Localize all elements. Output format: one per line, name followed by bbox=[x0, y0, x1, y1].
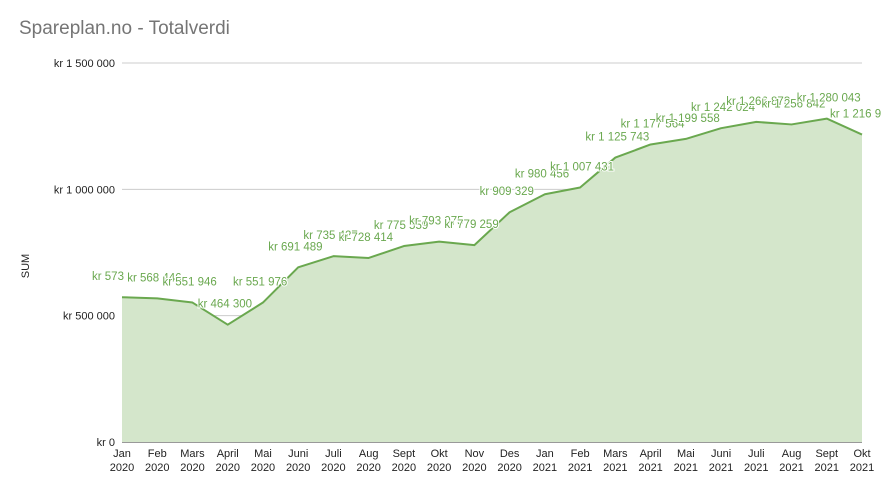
data-label: kr 464 300 bbox=[198, 299, 252, 311]
x-tick-label: 2020 bbox=[497, 462, 521, 474]
x-tick-label: 2021 bbox=[568, 462, 592, 474]
x-tick-label: 2020 bbox=[321, 462, 345, 474]
x-tick-label: Juli bbox=[748, 448, 765, 460]
x-tick-label: 2020 bbox=[215, 462, 239, 474]
y-tick-label: kr 500 000 bbox=[63, 311, 115, 323]
data-label: kr 775 559 bbox=[374, 220, 428, 232]
data-label: kr 1 216 9 bbox=[830, 109, 881, 121]
x-tick-label: Jan bbox=[113, 448, 131, 460]
x-tick-label: Juli bbox=[325, 448, 342, 460]
data-label: kr 909 329 bbox=[480, 186, 534, 198]
x-tick-label: 2020 bbox=[427, 462, 451, 474]
data-label: kr 980 456 bbox=[515, 168, 569, 180]
data-label: kr 1 266 873 bbox=[726, 96, 790, 108]
data-label: kr 1 007 431 bbox=[550, 161, 614, 173]
x-tick-label: 2021 bbox=[638, 462, 662, 474]
x-tick-label: Sept bbox=[393, 448, 416, 460]
x-tick-label: Okt bbox=[431, 448, 448, 460]
x-tick-label: 2020 bbox=[145, 462, 169, 474]
data-label: kr 691 489 bbox=[268, 241, 322, 253]
y-tick-label: kr 1 500 000 bbox=[54, 58, 115, 70]
data-label: kr 793 075 bbox=[409, 216, 463, 228]
y-axis-title: SUM bbox=[20, 254, 32, 278]
data-label: kr 1 199 558 bbox=[656, 113, 720, 125]
x-tick-label: 2020 bbox=[462, 462, 486, 474]
x-tick-label: Okt bbox=[853, 448, 870, 460]
x-tick-label: Aug bbox=[359, 448, 379, 460]
data-label: kr 1 256 842 bbox=[762, 98, 826, 110]
x-tick-label: Sept bbox=[815, 448, 838, 460]
x-tick-label: Juni bbox=[288, 448, 308, 460]
x-tick-label: Mars bbox=[603, 448, 628, 460]
x-tick-label: 2021 bbox=[709, 462, 733, 474]
x-tick-label: 2021 bbox=[533, 462, 557, 474]
x-tick-label: Mai bbox=[254, 448, 272, 460]
data-label: kr 573 bbox=[92, 271, 124, 283]
x-tick-label: Mars bbox=[180, 448, 205, 460]
y-tick-label: kr 0 bbox=[97, 437, 115, 449]
x-tick-label: Nov bbox=[465, 448, 485, 460]
x-tick-label: 2020 bbox=[251, 462, 275, 474]
data-label: kr 1 242 024 bbox=[691, 102, 756, 114]
x-tick-label: April bbox=[217, 448, 239, 460]
data-label: kr 1 125 743 bbox=[585, 132, 649, 144]
x-tick-label: 2020 bbox=[110, 462, 134, 474]
x-tick-label: 2021 bbox=[674, 462, 698, 474]
x-tick-label: Feb bbox=[148, 448, 167, 460]
x-tick-label: 2021 bbox=[779, 462, 803, 474]
x-tick-label: Juni bbox=[711, 448, 731, 460]
data-label: kr 728 414 bbox=[339, 232, 394, 244]
x-tick-label: April bbox=[640, 448, 662, 460]
x-tick-label: Jan bbox=[536, 448, 554, 460]
series-area bbox=[121, 117, 863, 442]
area-fill bbox=[122, 118, 862, 442]
data-label: kr 568 446 bbox=[127, 272, 181, 284]
x-tick-label: 2021 bbox=[744, 462, 768, 474]
x-tick-label: 2020 bbox=[356, 462, 380, 474]
data-label: kr 1 177 564 bbox=[621, 118, 686, 130]
x-tick-label: Mai bbox=[677, 448, 695, 460]
x-tick-label: 2021 bbox=[850, 462, 874, 474]
x-tick-label: Des bbox=[500, 448, 520, 460]
x-tick-label: 2020 bbox=[180, 462, 204, 474]
data-label: kr 551 976 bbox=[233, 277, 287, 289]
chart-title: Spareplan.no - Totalverdi bbox=[19, 18, 230, 39]
x-tick-label: 2020 bbox=[286, 462, 310, 474]
y-tick-label: kr 1 000 000 bbox=[54, 184, 115, 196]
data-label: kr 735 427 bbox=[303, 230, 357, 242]
series-line bbox=[121, 117, 863, 326]
x-tick-label: 2021 bbox=[815, 462, 839, 474]
x-tick-label: Aug bbox=[782, 448, 802, 460]
data-label: kr 1 280 043 bbox=[797, 93, 861, 105]
y-axis: kr 0 kr 500 000 kr 1 000 000 kr 1 500 000 bbox=[54, 58, 115, 449]
data-label: kr 551 946 bbox=[162, 277, 216, 289]
x-tick-label: 2020 bbox=[392, 462, 416, 474]
x-tick-label: 2021 bbox=[603, 462, 627, 474]
x-axis: Jan 2020 Feb 2020 Mars 2020 April 2020 Mai 2020 Ju… bbox=[110, 448, 874, 474]
x-tick-label: Feb bbox=[571, 448, 590, 460]
data-label: kr 779 259 bbox=[444, 219, 498, 231]
